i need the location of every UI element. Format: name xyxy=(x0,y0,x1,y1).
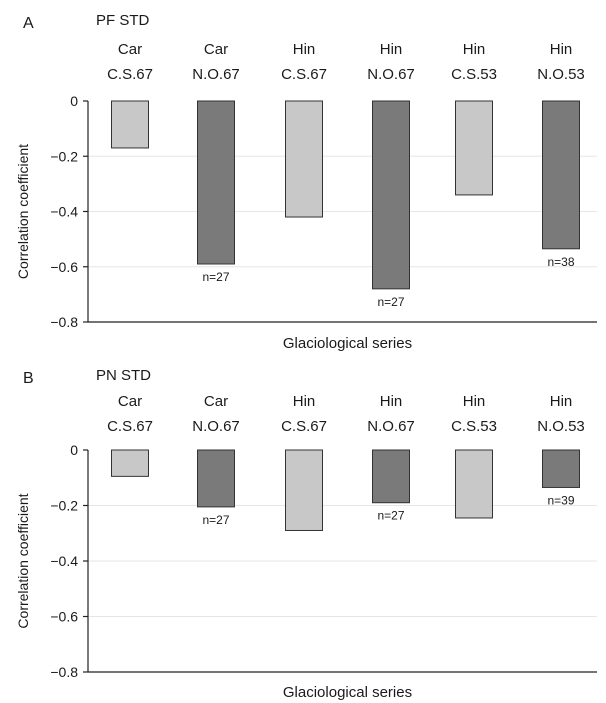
panel-b-category-label-line2: N.O.53 xyxy=(537,418,585,435)
panel-b-data-label: n=39 xyxy=(547,493,574,507)
panel-b-title: PN STD xyxy=(96,367,151,384)
panel-a-category-label-line2: N.O.67 xyxy=(192,66,240,83)
panel-b-category-label-line1: Car xyxy=(204,393,228,410)
panel-a-category-label-line2: C.S.67 xyxy=(107,66,153,83)
panel-a-category-label-line1: Hin xyxy=(380,41,403,58)
panel-a-title: PF STD xyxy=(96,12,150,29)
panel-a-y-tick-label: 0 xyxy=(70,93,78,109)
panel-b-category-label-line1: Hin xyxy=(380,393,403,410)
panel-a-bar xyxy=(372,100,410,290)
panel-a-category-label-line2: C.S.53 xyxy=(451,66,497,83)
panel-b-category-label-line2: C.S.53 xyxy=(451,418,497,435)
panel-b-category-label-line1: Hin xyxy=(463,393,486,410)
panel-a-category-label-line1: Car xyxy=(204,41,228,58)
panel-a-data-label: n=27 xyxy=(377,295,404,309)
panel-a-y-tick-label: −0.8 xyxy=(50,314,78,330)
panel-b-y-tick-label: −0.2 xyxy=(50,498,78,514)
panel-a-category-label-line1: Car xyxy=(118,41,142,58)
panel-b-y-axis-title: Correlation coefficient xyxy=(15,493,31,628)
panel-a-x-axis-title: Glaciological series xyxy=(283,335,412,352)
panel-a-y-tick-label: −0.4 xyxy=(50,204,78,220)
panel-b-category-label-line2: N.O.67 xyxy=(192,418,240,435)
panel-a-bar xyxy=(455,100,493,196)
panel-b-y-tick-label: −0.6 xyxy=(50,609,78,625)
panel-a-data-label: n=27 xyxy=(202,270,229,284)
panel-a-y-tick-label: −0.2 xyxy=(50,148,78,164)
panel-a-y-axis-title: Correlation coefficient xyxy=(15,144,31,279)
panel-b-bar xyxy=(285,449,323,531)
panel-b-y-tick-label: 0 xyxy=(70,442,78,458)
panel-a-category-label-line1: Hin xyxy=(550,41,573,58)
panel-a-bar xyxy=(285,100,323,218)
panel-b-x-axis-title: Glaciological series xyxy=(283,684,412,701)
panel-b-letter: B xyxy=(23,370,34,387)
panel-b-bar xyxy=(372,449,410,504)
panel-b-data-label: n=27 xyxy=(202,513,229,527)
panel-b-bar xyxy=(542,449,580,488)
panel-a-category-label-line2: N.O.53 xyxy=(537,66,585,83)
panel-b-bar xyxy=(197,449,235,508)
panel-a-category-label-line2: N.O.67 xyxy=(367,66,415,83)
panel-b-category-label-line2: C.S.67 xyxy=(107,418,153,435)
panel-b-category-label-line1: Hin xyxy=(293,393,316,410)
panel-a-category-label-line2: C.S.67 xyxy=(281,66,327,83)
panel-b-category-label-line1: Hin xyxy=(550,393,573,410)
panel-b-y-tick-label: −0.8 xyxy=(50,664,78,680)
panel-b-category-label-line1: Car xyxy=(118,393,142,410)
panel-a-data-label: n=38 xyxy=(547,255,574,269)
panel-b-bar xyxy=(455,449,493,519)
panel-a-category-label-line1: Hin xyxy=(293,41,316,58)
panel-a-bar xyxy=(111,100,149,149)
panel-b-y-tick-label: −0.4 xyxy=(50,553,78,569)
panel-a-letter: A xyxy=(23,15,34,32)
panel-b-data-label: n=27 xyxy=(377,509,404,523)
panel-a-y-tick-label: −0.6 xyxy=(50,259,78,275)
panel-a-category-label-line1: Hin xyxy=(463,41,486,58)
panel-b-category-label-line2: C.S.67 xyxy=(281,418,327,435)
panel-b-bar xyxy=(111,449,149,477)
panel-a-bar xyxy=(197,100,235,265)
panel-a-bar xyxy=(542,100,580,250)
panel-b-category-label-line2: N.O.67 xyxy=(367,418,415,435)
